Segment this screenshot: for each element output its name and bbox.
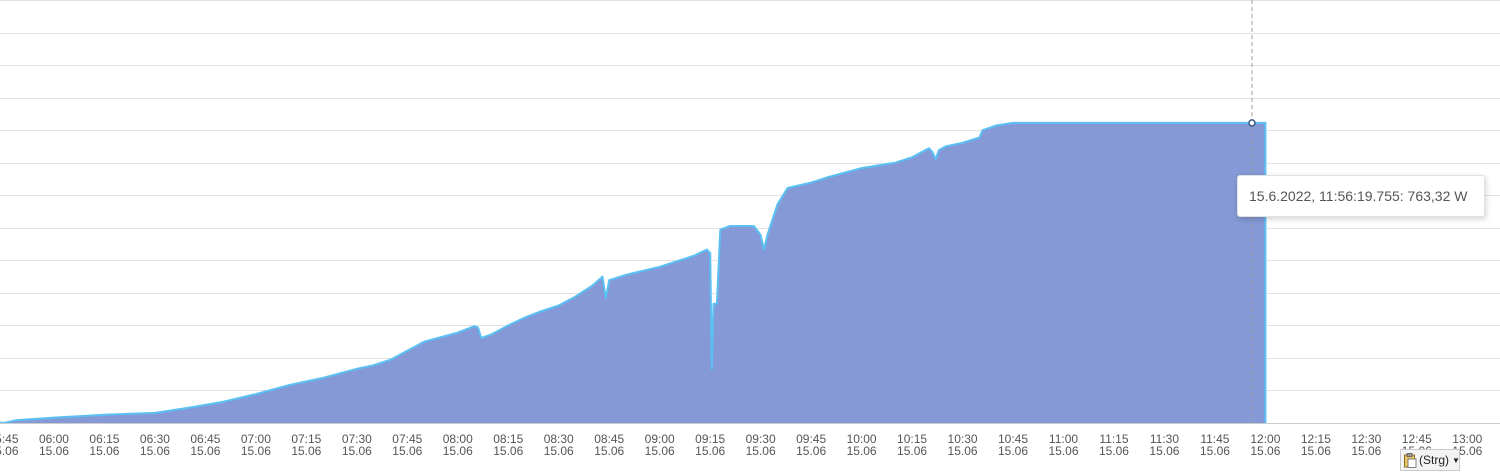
x-tick-label-time: 10:45 [998,432,1028,446]
x-tick-label-time: 11:45 [1200,432,1229,446]
x-tick-label-date: 15.06 [241,444,271,458]
x-tick-label-time: 13:00 [1452,432,1482,446]
x-tick-label-date: 15.06 [746,444,776,458]
x-tick-label-time: 10:30 [948,432,978,446]
chevron-down-icon: ▼ [1452,455,1460,465]
x-tick-label-date: 15.06 [1200,444,1230,458]
x-tick-label-time: 09:15 [695,432,725,446]
tooltip-text: 15.6.2022, 11:56:19.755: 763,32 W [1249,188,1468,204]
x-tick-label-time: 09:30 [746,432,776,446]
x-tick-label-time: 08:45 [594,432,624,446]
x-tick-label-time: 06:30 [140,432,170,446]
x-tick-label-date: 15.06 [544,444,574,458]
x-tick-label-time: 12:00 [1250,432,1280,446]
x-tick-label-date: 15.06 [342,444,372,458]
x-tick-label-date: 15.06 [1351,444,1381,458]
x-tick-label-time: 08:15 [493,432,523,446]
x-tick-label-date: 15.06 [140,444,170,458]
tooltip: 15.6.2022, 11:56:19.755: 763,32 W [1237,175,1485,217]
x-tick-label-time: 11:15 [1099,432,1128,446]
series-line [0,121,1267,424]
x-tick-label-time: 12:45 [1402,432,1432,446]
x-tick-label-date: 15.06 [1048,444,1078,458]
x-tick-label-date: 15.06 [0,444,19,458]
x-tick-label-time: 12:15 [1301,432,1331,446]
x-tick-label-date: 15.06 [443,444,473,458]
x-tick-label-date: 15.06 [291,444,321,458]
x-tick-label-date: 15.06 [1149,444,1179,458]
x-tick-label-time: 10:00 [847,432,877,446]
x-tick-label-time: 05:45 [0,432,19,446]
x-tick-label-date: 15.06 [493,444,523,458]
x-tick-label-time: 06:00 [39,432,69,446]
x-tick-label-time: 10:15 [897,432,927,446]
x-tick-label-date: 15.06 [1250,444,1280,458]
x-tick-label-date: 15.06 [190,444,220,458]
x-tick-label-date: 15.06 [897,444,927,458]
x-tick-label-date: 15.06 [645,444,675,458]
x-tick-label-date: 15.06 [695,444,725,458]
x-tick-label-time: 09:45 [796,432,826,446]
x-tick-label-time: 06:15 [89,432,119,446]
x-tick-label-date: 15.06 [796,444,826,458]
x-tick-label-time: 07:30 [342,432,372,446]
x-tick-label-time: 11:00 [1049,432,1078,446]
x-tick-label-date: 15.06 [392,444,422,458]
x-tick-label-time: 08:00 [443,432,473,446]
x-tick-label-time: 12:30 [1351,432,1381,446]
x-tick-label-date: 15.06 [1099,444,1129,458]
x-tick-label-time: 07:45 [392,432,422,446]
x-tick-label-date: 15.06 [89,444,119,458]
x-tick-label-time: 11:30 [1150,432,1179,446]
x-tick-label-time: 07:15 [291,432,321,446]
paste-options-label: (Strg) [1419,453,1449,467]
x-tick-label-time: 07:00 [241,432,271,446]
x-tick-label-time: 09:00 [645,432,675,446]
clipboard-icon [1404,452,1417,468]
x-tick-label-date: 15.06 [948,444,978,458]
x-tick-label-date: 15.06 [594,444,624,458]
x-tick-label-time: 08:30 [544,432,574,446]
x-tick-label-date: 15.06 [847,444,877,458]
x-tick-label-time: 06:45 [190,432,220,446]
x-tick-label-date: 15.06 [39,444,69,458]
hover-marker [1248,119,1256,127]
paste-options-button[interactable]: (Strg) ▼ [1400,449,1460,471]
x-axis: 05:4515.0606:0015.0606:1515.0606:3015.06… [0,423,1500,458]
x-tick-label-date: 15.06 [1301,444,1331,458]
series-area [0,121,1267,424]
x-tick-label-date: 15.06 [998,444,1028,458]
